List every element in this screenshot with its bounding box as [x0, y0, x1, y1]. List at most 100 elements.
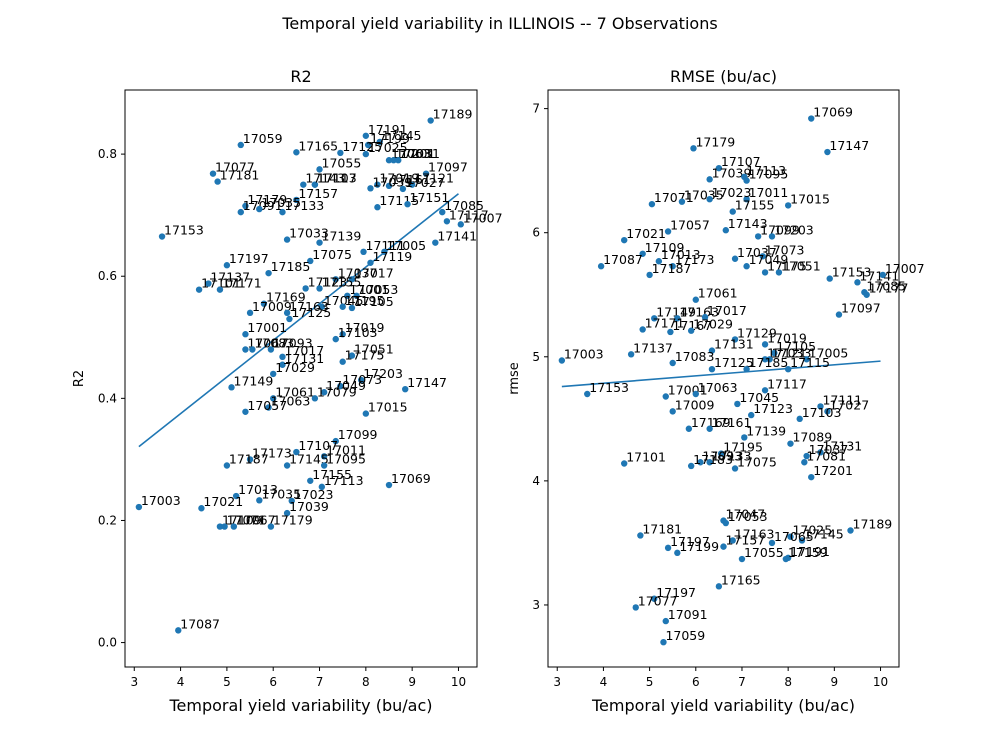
- x-tick-label: 8: [784, 675, 792, 689]
- point-label: 17039: [289, 499, 329, 514]
- data-point: [256, 205, 263, 213]
- point-label: 17187: [229, 452, 269, 467]
- data-point: [246, 456, 254, 463]
- data-point: [228, 384, 235, 391]
- point-label: 17097: [428, 160, 468, 175]
- point-label: 17151: [410, 190, 450, 205]
- point-label: 17037: [737, 245, 777, 260]
- point-label: 17153: [164, 223, 204, 238]
- data-point: [364, 141, 372, 149]
- point-label: 17149: [656, 304, 696, 319]
- point-label: 17057: [670, 217, 710, 232]
- data-point: [729, 208, 736, 215]
- point-label: 17117: [449, 207, 489, 222]
- point-label: 17063: [271, 394, 311, 409]
- data-point: [237, 141, 244, 149]
- data-point: [318, 483, 326, 491]
- point-label: 17129: [737, 325, 777, 340]
- data-point: [690, 145, 697, 152]
- data-point: [766, 356, 773, 363]
- data-point: [374, 181, 381, 188]
- data-point: [674, 549, 681, 557]
- point-label: 17063: [391, 146, 431, 161]
- point-label: 17199: [370, 131, 410, 146]
- data-point: [358, 376, 365, 384]
- data-point: [784, 202, 792, 209]
- data-point: [597, 263, 605, 270]
- point-label: 17195: [723, 440, 763, 455]
- data-point: [339, 303, 346, 310]
- data-point: [803, 356, 810, 363]
- data-point: [302, 285, 309, 292]
- point-label: 17045: [739, 390, 779, 405]
- point-label: 17035: [684, 188, 724, 203]
- point-label: 17133: [284, 198, 324, 213]
- point-label: 17131: [714, 337, 754, 352]
- point-label: 17087: [603, 252, 643, 267]
- data-point: [771, 349, 778, 357]
- data-point: [381, 248, 388, 256]
- point-label: 17141: [437, 229, 477, 244]
- data-point: [664, 228, 672, 235]
- data-point: [348, 352, 356, 359]
- data-point: [267, 523, 275, 530]
- data-point: [674, 315, 681, 322]
- point-label: 17107: [298, 438, 338, 453]
- point-label: 17039: [372, 174, 412, 189]
- point-label: 17049: [749, 252, 789, 267]
- point-label: 17123: [308, 274, 348, 289]
- point-label: 17159: [788, 545, 828, 560]
- x-axis-label: Temporal yield variability (bu/ac): [591, 696, 855, 715]
- point-label: 17165: [298, 138, 338, 153]
- point-label: 17011: [749, 185, 789, 200]
- point-label: 17125: [342, 139, 382, 154]
- point-label: 17113: [317, 171, 357, 186]
- point-label: 17077: [638, 593, 678, 608]
- data-point: [621, 460, 628, 467]
- point-label: 17027: [405, 175, 445, 190]
- point-label: 17015: [368, 400, 408, 415]
- point-label: 17107: [721, 154, 761, 169]
- point-label: 17095: [749, 167, 789, 182]
- point-label: 17203: [363, 366, 403, 381]
- point-label: 17003: [564, 347, 604, 362]
- data-point: [286, 315, 293, 323]
- point-label: 17013: [238, 482, 278, 497]
- point-label: 17001: [247, 320, 287, 335]
- data-point: [339, 331, 346, 338]
- data-point: [808, 115, 815, 122]
- data-point: [796, 415, 803, 423]
- point-label: 17175: [345, 348, 385, 363]
- data-point: [158, 233, 166, 240]
- data-point: [332, 276, 339, 283]
- x-tick-label: 4: [177, 675, 185, 689]
- data-point: [198, 505, 205, 512]
- point-label: 17155: [735, 198, 775, 213]
- point-label: 17153: [589, 380, 629, 395]
- data-point: [320, 453, 328, 460]
- data-point: [824, 408, 831, 415]
- point-label: 17007: [463, 210, 503, 225]
- point-label: 17019: [345, 320, 385, 335]
- point-label: 17197: [656, 585, 696, 600]
- point-label: 17001: [349, 282, 389, 297]
- point-label: 17085: [444, 198, 484, 213]
- data-point: [385, 157, 393, 164]
- data-point: [175, 627, 182, 634]
- point-label: 17099: [338, 427, 378, 442]
- data-point: [270, 370, 277, 378]
- data-point: [787, 533, 794, 540]
- x-tick-label: 10: [451, 675, 466, 689]
- data-point: [748, 411, 755, 419]
- point-label: 17091: [668, 607, 708, 622]
- point-label: 17025: [368, 140, 408, 155]
- data-point: [242, 202, 249, 210]
- point-label: 17147: [829, 138, 869, 153]
- point-label: 17005: [809, 345, 849, 360]
- data-point: [311, 395, 319, 402]
- data-point: [768, 539, 776, 547]
- point-label: 17173: [675, 252, 715, 267]
- point-label: 17169: [266, 290, 306, 305]
- point-label: 17157: [726, 533, 766, 548]
